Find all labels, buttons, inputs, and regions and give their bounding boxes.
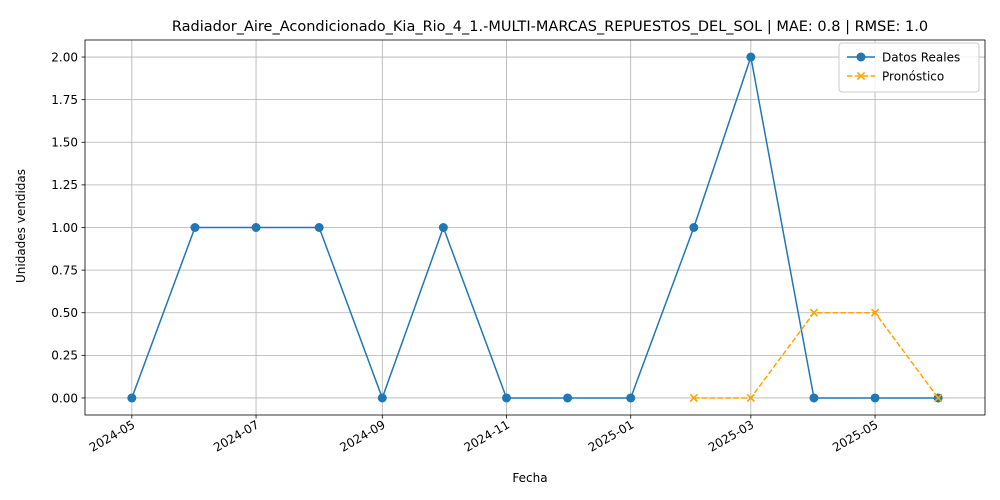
data-point <box>934 393 943 403</box>
data-point <box>689 393 698 403</box>
legend-label: Datos Reales <box>882 50 960 64</box>
data-point <box>870 393 880 403</box>
data-point <box>438 223 448 232</box>
y-tick-label: 1.25 <box>51 178 78 192</box>
y-tick-label: 1.75 <box>51 93 78 107</box>
data-point <box>314 223 324 232</box>
y-axis-title: Unidades vendidas <box>14 169 28 283</box>
data-point <box>809 308 819 317</box>
data-point <box>377 393 387 403</box>
y-tick-label: 0.50 <box>51 306 78 320</box>
data-point <box>809 393 819 403</box>
data-point <box>190 223 200 232</box>
x-axis-title: Fecha <box>512 471 547 485</box>
series-0 <box>127 52 943 403</box>
data-point <box>746 393 756 403</box>
data-point <box>746 52 756 62</box>
y-tick-label: 0.00 <box>51 391 78 405</box>
y-tick-label: 2.00 <box>51 50 78 64</box>
series-line <box>131 56 939 399</box>
data-point <box>501 393 511 403</box>
data-point <box>127 393 137 403</box>
data-point <box>563 393 573 403</box>
legend: Datos Reales Pronóstico <box>838 42 980 93</box>
y-tick-label: 0.75 <box>51 263 78 277</box>
y-tick-label: 1.50 <box>51 136 78 150</box>
legend-swatch-marker <box>856 52 866 62</box>
legend-box <box>838 42 980 93</box>
y-tick-label: 1.00 <box>51 221 78 235</box>
series-1 <box>689 308 943 403</box>
data-point <box>689 223 699 232</box>
data-point <box>870 308 880 317</box>
series-group <box>127 52 943 403</box>
y-tick-label: 0.25 <box>51 349 78 363</box>
legend-swatch-marker <box>856 71 866 81</box>
data-point <box>626 393 636 403</box>
chart-title: Radiador_Aire_Acondicionado_Kia_Rio_4_1.… <box>172 19 928 35</box>
legend-label: Pronóstico <box>882 69 944 83</box>
data-point <box>251 223 261 232</box>
